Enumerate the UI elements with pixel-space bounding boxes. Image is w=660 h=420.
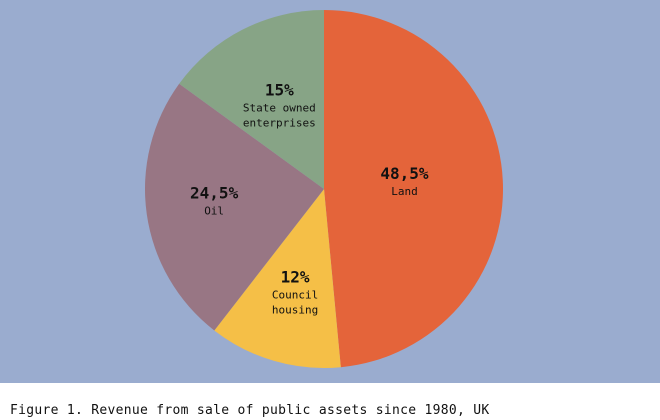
- pie-slice-land: [324, 10, 503, 368]
- slice-percent-label: 24,5%: [190, 184, 239, 203]
- slice-category-label: housing: [272, 304, 318, 317]
- pie-slice-oil: [144, 83, 324, 331]
- pie-labels: 48,5% Land 12% Council housing 24,5% Oil 15% Sta…: [190, 80, 429, 316]
- slice-category-label: Land: [391, 185, 418, 198]
- slice-percent-label: 12%: [281, 268, 310, 287]
- slice-category-label: Council: [272, 289, 318, 302]
- pie-chart: 48,5% Land 12% Council housing 24,5% Oil 15% Sta…: [144, 10, 503, 368]
- chart-area: 48,5% Land 12% Council housing 24,5% Oil 15% Sta…: [0, 0, 660, 383]
- pie-slices: [144, 10, 503, 368]
- slice-percent-label: 48,5%: [380, 164, 429, 183]
- slice-category-label: State owned: [243, 101, 316, 114]
- slice-percent-label: 15%: [265, 80, 294, 99]
- pie-slice-state-owned: [179, 10, 324, 189]
- slice-category-label: enterprises: [243, 116, 316, 129]
- slice-category-label: Oil: [204, 205, 224, 218]
- figure-caption: Figure 1. Revenue from sale of public as…: [10, 403, 490, 418]
- pie-slice-council: [214, 189, 341, 368]
